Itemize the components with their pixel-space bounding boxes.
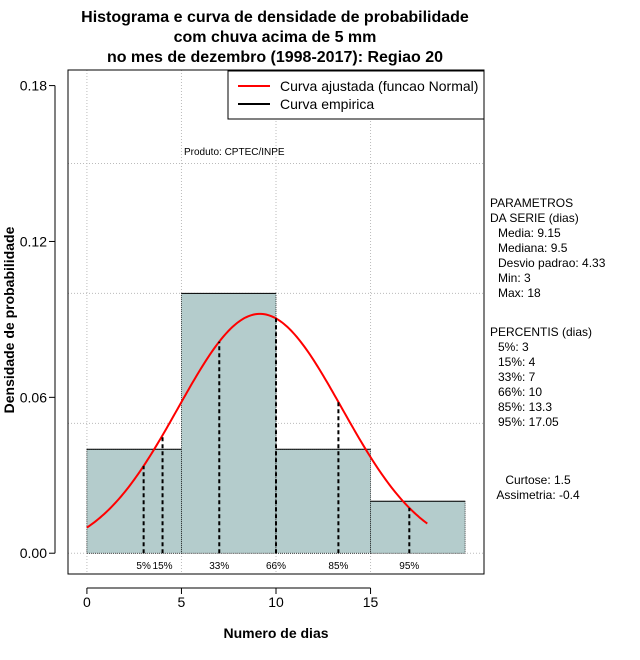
histogram-bar-2 bbox=[181, 293, 277, 554]
legend: Curva ajustada (funcao Normal) Curva empi… bbox=[227, 70, 485, 120]
percentis-line-6: 95%: 17.05 bbox=[498, 415, 559, 429]
shape-line-2: Assimetria: -0.4 bbox=[496, 488, 580, 502]
parametros-header-2: DA SERIE (dias) bbox=[490, 211, 579, 225]
percentile-label-4: 66% bbox=[266, 561, 286, 572]
title-line-1: Histograma e curva de densidade de proba… bbox=[81, 9, 469, 26]
y-axis-label: Densidade de probabilidade bbox=[1, 226, 17, 413]
percentile-label-1: 5% bbox=[136, 561, 151, 572]
title-line-3: no mes de dezembro (1998-2017): Regiao 2… bbox=[107, 49, 443, 66]
y-tick-label-0: 0.00 bbox=[20, 545, 47, 561]
percentis-line-3: 33%: 7 bbox=[498, 370, 536, 384]
axes: 0 5 10 15 0.00 0.06 0.12 0.18 Numero de dias Dens… bbox=[1, 78, 379, 641]
title-line-2: com chuva acima de 5 mm bbox=[174, 29, 377, 46]
x-tick-label-10: 10 bbox=[268, 594, 284, 610]
parametros-line-3: Desvio padrao: 4.33 bbox=[498, 256, 606, 270]
x-tick-label-5: 5 bbox=[178, 594, 186, 610]
percentile-label-6: 95% bbox=[399, 561, 419, 572]
legend-box bbox=[227, 70, 485, 120]
parametros-line-4: Min: 3 bbox=[498, 271, 531, 285]
parametros-line-5: Max: 18 bbox=[498, 286, 541, 300]
percentis-line-4: 66%: 10 bbox=[498, 385, 542, 399]
parametros-header-1: PARAMETROS bbox=[490, 196, 573, 210]
histogram-bar-1 bbox=[86, 448, 182, 554]
percentis-line-2: 15%: 4 bbox=[498, 355, 536, 369]
parametros-line-1: Media: 9.15 bbox=[498, 226, 561, 240]
annotation-produto: Produto: CPTEC/INPE bbox=[184, 147, 285, 158]
percentile-markers: 5% 15% 33% 66% 85% 95% bbox=[136, 318, 419, 572]
histogram-bar-3 bbox=[275, 448, 371, 554]
percentile-label-3: 33% bbox=[209, 561, 229, 572]
y-tick-label-1: 0.06 bbox=[20, 389, 47, 405]
x-tick-label-15: 15 bbox=[363, 594, 379, 610]
shape-line-1: Curtose: 1.5 bbox=[505, 473, 571, 487]
plot-frame bbox=[67, 69, 485, 575]
parametros-line-2: Mediana: 9.5 bbox=[498, 241, 568, 255]
histogram-bars bbox=[86, 292, 466, 554]
x-axis-label: Numero de dias bbox=[223, 625, 328, 641]
legend-label-normal: Curva ajustada (funcao Normal) bbox=[280, 78, 478, 94]
percentile-label-2: 15% bbox=[153, 561, 173, 572]
chart-title: Histograma e curva de densidade de proba… bbox=[81, 9, 469, 66]
percentis-line-1: 5%: 3 bbox=[498, 340, 529, 354]
normal-curve-line bbox=[86, 312, 428, 529]
normal-curve bbox=[86, 312, 428, 529]
histogram-bar-4 bbox=[370, 500, 466, 554]
y-tick-label-2: 0.12 bbox=[20, 233, 47, 249]
x-tick-label-0: 0 bbox=[83, 594, 91, 610]
percentile-label-5: 85% bbox=[328, 561, 348, 572]
percentis-header: PERCENTIS (dias) bbox=[490, 325, 592, 339]
legend-label-empirical: Curva empirica bbox=[280, 96, 374, 112]
percentis-line-5: 85%: 13.3 bbox=[498, 400, 552, 414]
y-tick-label-3: 0.18 bbox=[20, 78, 47, 94]
